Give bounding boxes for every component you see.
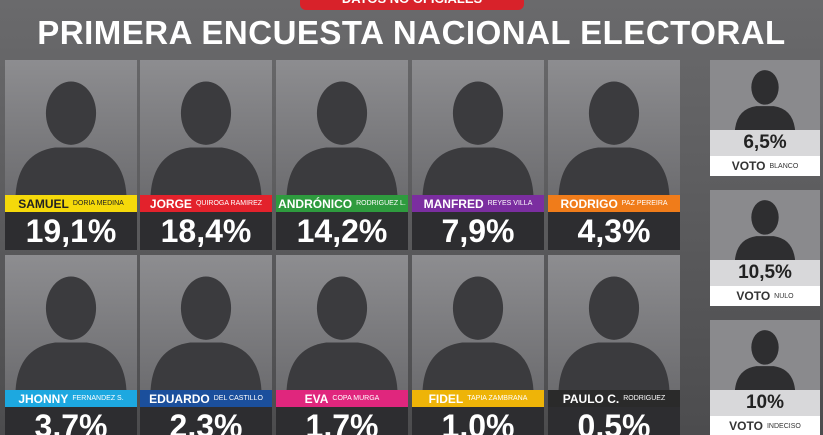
first-name: JHONNY [18, 391, 69, 406]
last-name: PAZ PEREIRA [621, 200, 668, 207]
last-name: TAPIA ZAMBRANA [467, 395, 528, 402]
silhouette [286, 81, 398, 195]
first-name: PAULO C. [562, 391, 620, 406]
other-last: NULO [774, 292, 794, 300]
candidate-photo [140, 255, 272, 390]
silhouette [734, 200, 796, 262]
name-bar: EDUARDO DEL CASTILLO [140, 390, 272, 407]
banner: DATOS NO OFICIALES [300, 0, 524, 10]
silhouette [150, 276, 262, 390]
title: PRIMERA ENCUESTA NACIONAL ELECTORAL [37, 14, 786, 51]
candidate-photo [276, 255, 408, 390]
silhouette [558, 276, 670, 390]
other-label: VOTO BLANCO [710, 156, 820, 176]
candidate-photo [548, 60, 680, 195]
name-bar: RODRIGO PAZ PEREIRA [548, 195, 680, 212]
other-label: VOTO NULO [710, 286, 820, 306]
other-first: VOTO [731, 159, 766, 173]
candidate-photo [276, 60, 408, 195]
name-bar: PAULO C. RODRIGUEZ [548, 390, 680, 407]
percentage: 0,5% [548, 407, 680, 435]
other-percentage: 10% [710, 390, 820, 416]
last-name: FERNANDEZ S. [72, 395, 124, 402]
first-name: RODRIGO [560, 196, 618, 211]
silhouette [15, 276, 127, 390]
silhouette [422, 276, 534, 390]
silhouette [734, 330, 796, 392]
other-percentage: 6,5% [710, 130, 820, 156]
last-name: COPA MURGA [332, 395, 380, 402]
other-label: VOTO INDECISO [710, 416, 820, 435]
name-bar: EVA COPA MURGA [276, 390, 408, 407]
last-name: DEL CASTILLO [213, 395, 263, 402]
last-name: REYES VILLA [487, 200, 533, 207]
silhouette [150, 81, 262, 195]
other-first: VOTO [729, 419, 763, 433]
first-name: SAMUEL [18, 196, 69, 211]
percentage: 14,2% [276, 212, 408, 250]
last-name: RODRIGUEZ [623, 395, 666, 402]
percentage: 2,3% [140, 407, 272, 435]
other-card [710, 320, 820, 392]
last-name: QUIROGA RAMIREZ [195, 200, 263, 207]
other-first: VOTO [736, 289, 771, 303]
other-last: INDECISO [766, 422, 801, 430]
last-name: DORIA MEDINA [72, 200, 124, 207]
other-card [710, 190, 820, 262]
name-bar: MANFRED REYES VILLA [412, 195, 544, 212]
percentage: 3,7% [5, 407, 137, 435]
silhouette [286, 276, 398, 390]
other-percentage: 10,5% [710, 260, 820, 286]
percentage: 7,9% [412, 212, 544, 250]
candidate-photo [5, 60, 137, 195]
candidate-photo [5, 255, 137, 390]
percentage: 18,4% [140, 212, 272, 250]
candidate-photo [548, 255, 680, 390]
first-name: EDUARDO [149, 391, 210, 406]
silhouette [558, 81, 670, 195]
first-name: ANDRÓNICO [278, 196, 353, 211]
percentage: 4,3% [548, 212, 680, 250]
percentage: 19,1% [5, 212, 137, 250]
other-card [710, 60, 820, 132]
last-name: RODRIGUEZ L. [356, 200, 406, 207]
first-name: JORGE [149, 196, 192, 211]
first-name: FIDEL [428, 391, 464, 406]
silhouette [15, 81, 127, 195]
other-last: BLANCO [769, 162, 799, 170]
first-name: EVA [304, 391, 329, 406]
silhouette [734, 70, 796, 132]
candidate-photo [140, 60, 272, 195]
name-bar: FIDEL TAPIA ZAMBRANA [412, 390, 544, 407]
silhouette [422, 81, 534, 195]
candidate-photo [412, 60, 544, 195]
name-bar: ANDRÓNICO RODRIGUEZ L. [276, 195, 408, 212]
name-bar: SAMUEL DORIA MEDINA [5, 195, 137, 212]
name-bar: JHONNY FERNANDEZ S. [5, 390, 137, 407]
candidate-photo [412, 255, 544, 390]
percentage: 1,7% [276, 407, 408, 435]
percentage: 1,0% [412, 407, 544, 435]
name-bar: JORGE QUIROGA RAMIREZ [140, 195, 272, 212]
first-name: MANFRED [423, 196, 484, 211]
